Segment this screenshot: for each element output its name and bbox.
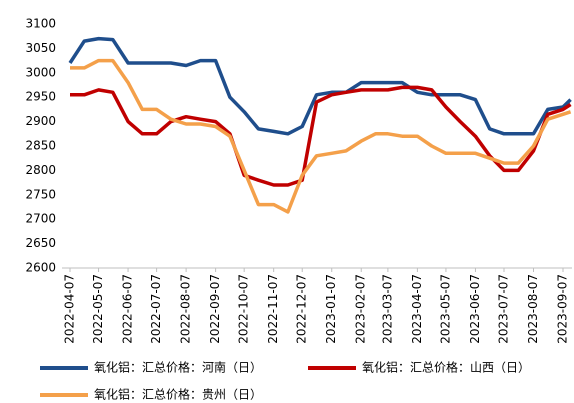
x-tick-label: 2023-01-07 <box>324 274 338 344</box>
line-series <box>70 85 572 187</box>
line-series <box>70 58 572 214</box>
y-tick-label: 2850 <box>25 139 56 153</box>
x-tick-label: 2022-04-07 <box>63 274 77 344</box>
legend-label: 氧化铝：汇总价格：河南（日） <box>94 360 262 375</box>
x-tick-label: 2022-10-07 <box>237 274 251 344</box>
x-tick-label: 2023-04-07 <box>410 274 424 344</box>
x-tick-label: 2022-06-07 <box>121 274 135 344</box>
x-tick-label: 2023-07-07 <box>496 274 510 344</box>
x-tick-label: 2022-09-07 <box>208 274 222 344</box>
y-tick-label: 2900 <box>25 114 56 128</box>
x-tick-label: 2022-08-07 <box>179 274 193 344</box>
x-tick-label: 2022-07-07 <box>149 274 163 344</box>
y-tick-label: 2700 <box>25 212 56 226</box>
y-tick-label: 2600 <box>25 261 56 275</box>
y-tick-label: 2750 <box>25 187 56 201</box>
y-tick-label: 3050 <box>25 41 56 55</box>
x-tick-label: 2022-05-07 <box>91 274 105 344</box>
x-tick-label: 2023-05-07 <box>438 274 452 344</box>
x-tick-label: 2023-09-07 <box>556 274 570 344</box>
x-tick-label: 2022-12-07 <box>295 274 309 344</box>
x-tick-label: 2023-02-07 <box>354 274 368 344</box>
x-tick-label: 2023-03-07 <box>380 274 394 344</box>
legend-label: 氧化铝：汇总价格：山西（日） <box>362 360 530 375</box>
y-tick-label: 3000 <box>25 65 56 79</box>
legend-label: 氧化铝：汇总价格：贵州（日） <box>94 387 262 402</box>
x-tick-label: 2023-08-07 <box>526 274 540 344</box>
y-tick-label: 3100 <box>25 17 56 31</box>
x-tick-label: 2022-11-07 <box>266 274 280 344</box>
y-tick-label: 2950 <box>25 90 56 104</box>
line-series <box>68 36 572 136</box>
y-tick-label: 2650 <box>25 236 56 250</box>
x-tick-label: 2023-06-07 <box>468 274 482 344</box>
y-tick-label: 2800 <box>25 163 56 177</box>
